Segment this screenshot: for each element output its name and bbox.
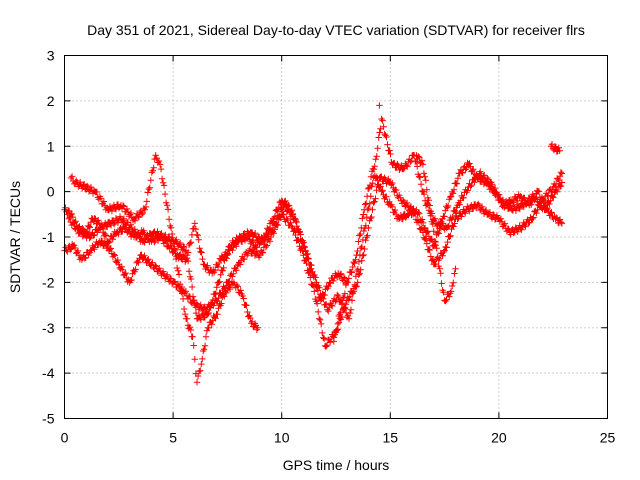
x-tick-label: 15 (383, 430, 399, 446)
data-point-markers (67, 102, 563, 386)
series-track-d (67, 102, 563, 386)
data-series (61, 102, 566, 386)
series-track-c (65, 115, 566, 323)
data-point-markers (61, 169, 566, 350)
x-tick-label: 0 (61, 430, 69, 446)
y-tick-label: 2 (47, 93, 55, 109)
data-point-markers (65, 115, 566, 323)
series-track-b (61, 169, 566, 350)
y-tick-label: -4 (42, 365, 55, 381)
x-tick-labels: 0 5 10 15 20 25 (61, 430, 616, 446)
x-tick-label: 5 (169, 430, 177, 446)
y-tick-label: 0 (47, 184, 55, 200)
y-tick-label: -1 (42, 229, 55, 245)
y-axis-label: SDTVAR / TECUs (7, 181, 23, 293)
x-tick-label: 20 (491, 430, 507, 446)
x-axis-label: GPS time / hours (283, 457, 390, 473)
y-tick-label: -5 (42, 411, 55, 427)
y-tick-labels: -5 -4 -3 -2 -1 0 1 2 3 (42, 48, 55, 427)
y-tick-label: 1 (47, 138, 55, 154)
y-tick-label: -3 (42, 320, 55, 336)
y-tick-label: 3 (47, 48, 55, 64)
x-tick-label: 25 (600, 430, 616, 446)
chart-title: Day 351 of 2021, Sidereal Day-to-day VTE… (87, 22, 585, 38)
y-tick-label: -2 (42, 274, 55, 290)
axis-ticks (64, 55, 608, 419)
grid-lines (64, 55, 608, 419)
x-tick-label: 10 (274, 430, 290, 446)
